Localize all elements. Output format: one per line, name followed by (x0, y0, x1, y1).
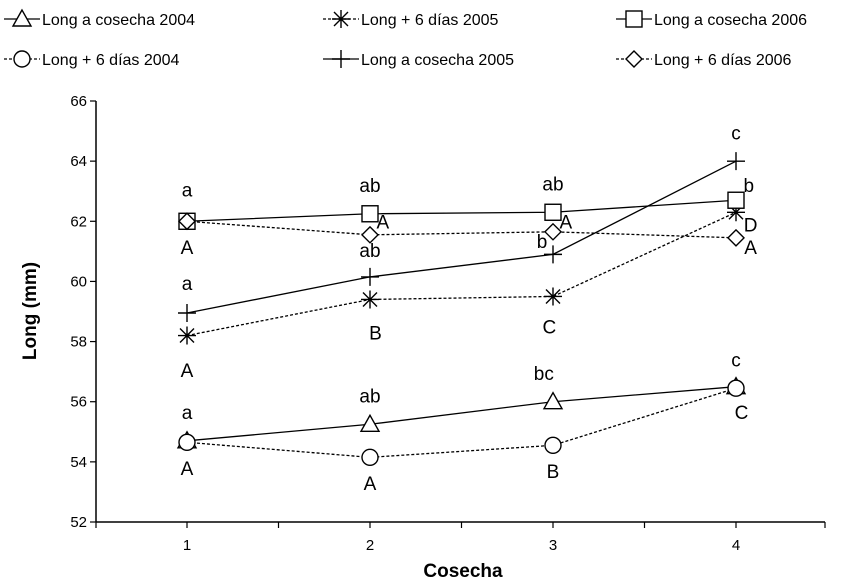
series-line (186, 220, 737, 239)
y-tick-label: 66 (70, 93, 87, 110)
y-tick-label: 62 (70, 213, 87, 230)
series-plus (178, 152, 745, 323)
series-circle (178, 379, 745, 467)
legend-item: Long a cosecha 2004 (4, 8, 195, 29)
legend-marker-circle (13, 50, 31, 68)
significance-label: C (542, 318, 556, 339)
significance-label: bc (534, 364, 554, 385)
y-tick-label: 58 (70, 334, 87, 351)
y-tick-label: 56 (70, 394, 87, 411)
legend-marker-square (625, 10, 643, 28)
series-line (186, 211, 737, 337)
x-tick-label: 4 (732, 537, 740, 554)
legend-label: Long + 6 días 2005 (361, 12, 499, 29)
significance-label: A (376, 212, 389, 233)
significance-label: b (744, 176, 755, 197)
data-point-square (361, 205, 379, 223)
data-point-square (727, 191, 745, 209)
legend-item: Long + 6 días 2004 (4, 50, 180, 69)
legend: Long a cosecha 2004 Long + 6 días 2005 Lon… (4, 8, 807, 69)
legend-item: Long a cosecha 2005 (323, 50, 514, 69)
series-line (186, 386, 737, 442)
legend-marker-diamond (625, 50, 643, 68)
data-point-circle (178, 433, 196, 452)
y-tick-label: 60 (70, 273, 87, 290)
y-tick-label: 52 (70, 514, 87, 531)
significance-label: A (181, 361, 194, 382)
significance-label: A (181, 459, 194, 480)
significance-label: c (731, 351, 741, 372)
x-tick-label: 3 (549, 537, 557, 554)
x-tick-label: 1 (183, 537, 191, 554)
significance-label: ab (359, 176, 380, 197)
x-tick-label: 2 (366, 537, 374, 554)
legend-label: Long a cosecha 2005 (361, 52, 514, 69)
data-point-plus (727, 152, 745, 171)
series-layer (176, 152, 747, 467)
significance-label: a (182, 403, 193, 424)
x-ticks: 1 2 3 4 (95, 522, 826, 554)
significance-label: ab (542, 175, 563, 196)
data-point-square (544, 203, 562, 221)
legend-item: Long a cosecha 2006 (616, 10, 807, 29)
series-square (178, 191, 745, 230)
data-point-circle (727, 379, 745, 397)
series-line (186, 160, 737, 314)
legend-item: Long + 6 días 2005 (323, 10, 499, 29)
legend-marker-star (332, 10, 350, 28)
series-line (186, 199, 737, 222)
series-diamond (178, 212, 745, 247)
y-axis-title: Long (mm) (20, 262, 41, 360)
data-point-diamond (361, 225, 379, 244)
significance-label: A (364, 474, 377, 495)
data-point-triangle (542, 391, 564, 410)
series-line (186, 387, 737, 458)
data-point-plus (544, 245, 562, 264)
legend-label: Long + 6 días 2004 (42, 52, 180, 69)
significance-label: A (559, 212, 572, 233)
y-tick-label: 54 (70, 454, 87, 471)
legend-marker-plus (332, 50, 350, 68)
significance-label: A (744, 238, 757, 259)
series-triangle (176, 376, 747, 449)
data-point-plus (178, 304, 196, 323)
significance-label: A (181, 238, 194, 259)
significance-label: C (735, 403, 749, 424)
significance-label: B (369, 324, 382, 345)
x-axis-title: Cosecha (423, 561, 503, 581)
significance-label: a (182, 181, 193, 202)
data-point-triangle (359, 413, 381, 432)
data-point-diamond (178, 212, 196, 231)
significance-label: b (537, 232, 548, 253)
significance-label: a (182, 274, 193, 295)
legend-label: Long a cosecha 2004 (42, 12, 195, 29)
legend-marker-triangle (11, 8, 33, 27)
significance-label: c (731, 124, 741, 145)
significance-label: ab (359, 241, 380, 262)
y-ticks: 52 54 56 58 60 62 64 66 (70, 93, 96, 531)
data-point-plus (361, 267, 379, 286)
y-tick-label: 64 (70, 153, 87, 170)
data-point-star (544, 287, 562, 306)
significance-label: B (547, 462, 560, 483)
data-point-circle (544, 436, 562, 455)
data-point-diamond (544, 222, 562, 241)
data-point-diamond (727, 228, 745, 247)
data-point-star (361, 290, 379, 309)
data-point-circle (361, 448, 379, 467)
data-point-star (727, 203, 745, 222)
series-star (178, 203, 745, 345)
legend-item: Long + 6 días 2006 (616, 50, 792, 69)
significance-label: D (744, 215, 758, 236)
data-point-star (178, 326, 196, 345)
significance-label: ab (359, 387, 380, 408)
legend-label: Long a cosecha 2006 (654, 12, 807, 29)
legend-label: Long + 6 días 2006 (654, 52, 792, 69)
